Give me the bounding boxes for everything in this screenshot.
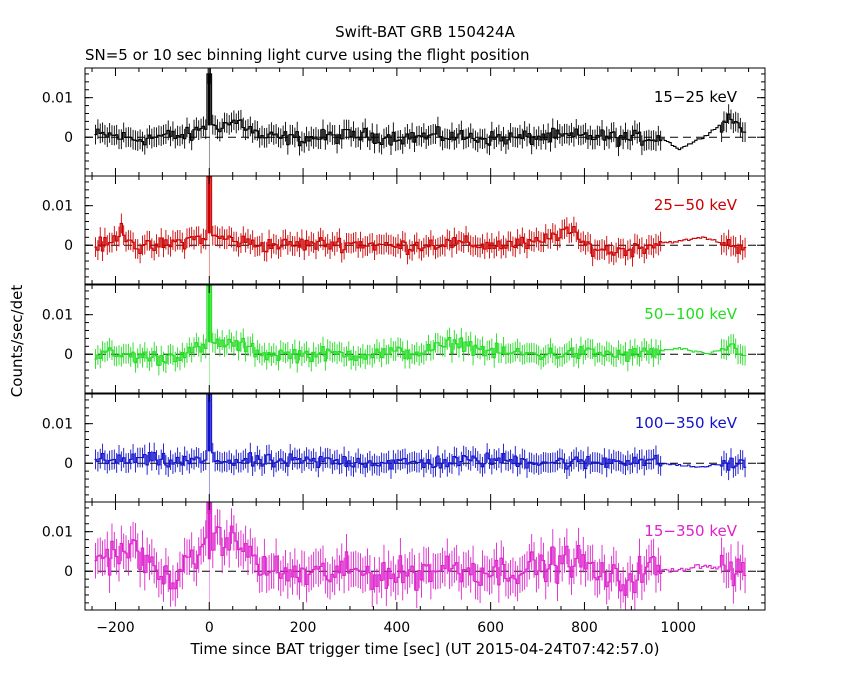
light-curve-line (94, 73, 747, 151)
band-label: 50−100 keV (644, 305, 737, 323)
band-label: 25−50 keV (654, 196, 738, 214)
series-1 (94, 68, 747, 176)
panel-frame (84, 175, 766, 285)
x-tick-label: 800 (571, 620, 598, 636)
x-tick-label: 400 (383, 620, 410, 636)
light-curve-line (94, 285, 747, 366)
band-label: 100−350 keV (635, 414, 738, 432)
panels-group: 0 0.01 15−25 keV 0 0.01 25−50 keV 0 0.01 50−100 … (42, 67, 766, 636)
panel-4: 0 0.01 100−350 keV (42, 393, 766, 503)
x-tick-label: 0 (205, 620, 214, 636)
x-tick-label: 1000 (660, 620, 696, 636)
y-tick-label: 0 (64, 564, 73, 580)
y-tick-label: 0.01 (42, 91, 73, 107)
band-label: 15−25 keV (654, 88, 738, 106)
y-tick-label: 0 (64, 238, 73, 254)
x-tick-label: −200 (96, 620, 134, 636)
y-tick-label: 0.01 (42, 308, 73, 324)
x-tick-label: 600 (477, 620, 504, 636)
panel-frame (84, 284, 766, 394)
panel-5: 0 0.01 15−350 keV (42, 501, 766, 611)
y-tick-label: 0 (64, 130, 73, 146)
light-curve-line (94, 394, 747, 471)
light-curve-line (94, 176, 747, 258)
panel-3: 0 0.01 50−100 keV (42, 284, 766, 394)
x-tick-label: 200 (290, 620, 317, 636)
y-axis-label: Counts/sec/det (8, 285, 26, 398)
y-tick-label: 0.01 (42, 417, 73, 433)
panel-frame (84, 501, 766, 611)
y-tick-label: 0 (64, 456, 73, 472)
y-tick-label: 0 (64, 347, 73, 363)
figure-title: Swift-BAT GRB 150424A (335, 23, 515, 41)
y-tick-label: 0.01 (42, 199, 73, 215)
figure-subtitle: SN=5 or 10 sec binning light curve using… (85, 46, 530, 64)
series-4 (94, 394, 747, 502)
panel-frame (84, 393, 766, 503)
error-bars (95, 68, 746, 157)
series-5 (94, 502, 747, 610)
panel-1: 0 0.01 15−25 keV (42, 67, 766, 177)
series-2 (94, 176, 747, 284)
error-bars (95, 285, 746, 376)
panel-2: 0 0.01 25−50 keV (42, 175, 766, 285)
x-axis-label: Time since BAT trigger time [sec] (UT 20… (190, 640, 660, 658)
light-curve-line (94, 502, 747, 596)
y-tick-label: 0.01 (42, 525, 73, 541)
band-label: 15−350 keV (644, 522, 737, 540)
